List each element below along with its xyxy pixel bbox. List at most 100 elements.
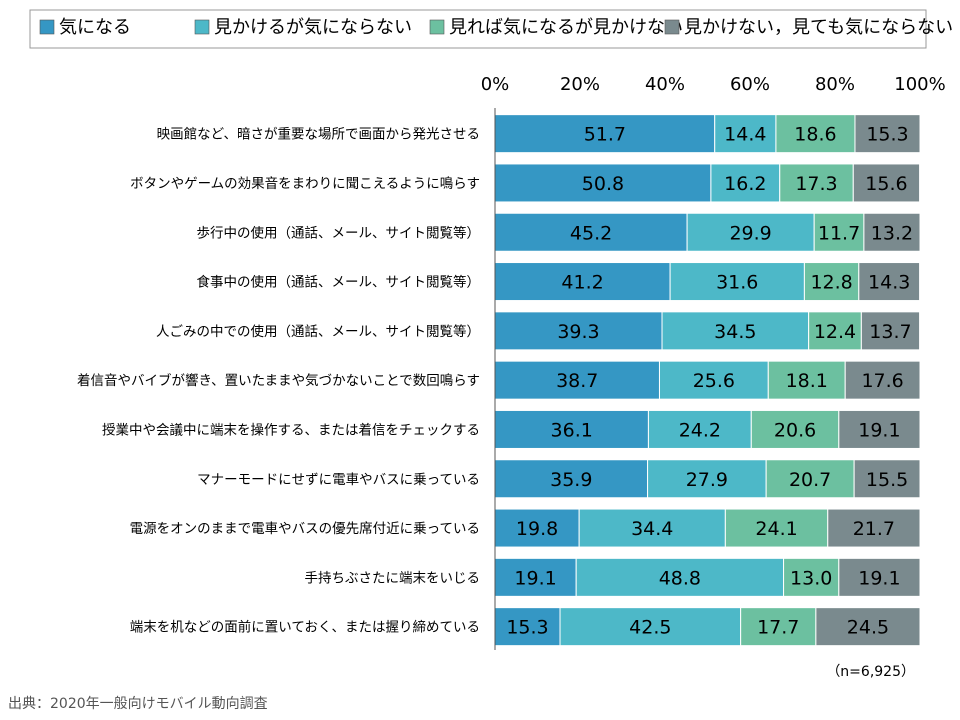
- bar-segment: [647, 409, 752, 449]
- bar-value-label: 29.9: [729, 222, 771, 244]
- bar-value-label: 21.7: [853, 518, 895, 540]
- bar-value-label: 13.0: [790, 567, 832, 589]
- bar-value-label: 34.5: [714, 321, 756, 343]
- x-tick-label: 60%: [730, 74, 770, 95]
- bar-value-label: 24.2: [679, 419, 721, 441]
- bar-segment: [494, 557, 577, 597]
- x-tick-label: 80%: [815, 74, 855, 95]
- bar-segment: [813, 212, 865, 252]
- bar-segment: [575, 557, 785, 597]
- bar-segment: [710, 163, 781, 203]
- bar-segment: [803, 262, 860, 302]
- category-label: 人ごみの中での使用（通話、メール、サイト閲覧等）: [156, 323, 480, 340]
- category-label: 食事中の使用（通話、メール、サイト閲覧等）: [197, 274, 481, 291]
- bar-value-label: 51.7: [584, 124, 626, 146]
- bar-segment: [838, 409, 921, 449]
- bar-segment: [750, 409, 840, 449]
- legend-label: 見かけるが気にならない: [214, 17, 412, 38]
- bar-value-label: 17.6: [861, 370, 903, 392]
- bar-segment: [838, 557, 921, 597]
- bar-value-label: 36.1: [551, 419, 593, 441]
- category-label: 歩行中の使用（通話、メール、サイト閲覧等）: [197, 224, 481, 241]
- bar-segment: [860, 311, 921, 351]
- category-label: 着信音やバイブが響き、置いたままや気づかないことで数回鳴らす: [77, 372, 480, 389]
- bar-segment: [494, 262, 671, 302]
- bar-segment: [858, 262, 921, 302]
- bar-value-label: 25.6: [693, 370, 735, 392]
- bar-value-label: 39.3: [557, 321, 599, 343]
- bar-segment: [815, 607, 921, 647]
- category-label: ボタンやゲームの効果音をまわりに聞こえるように鳴らす: [130, 175, 480, 192]
- bar-value-label: 24.1: [755, 518, 797, 540]
- bar-segment: [494, 607, 561, 647]
- bar-value-label: 18.6: [794, 124, 836, 146]
- bar-segment: [724, 508, 829, 548]
- bar-value-label: 14.4: [724, 124, 766, 146]
- bar-value-label: 13.2: [871, 222, 913, 244]
- bar-value-label: 15.5: [866, 469, 908, 491]
- bar-value-label: 12.4: [814, 321, 856, 343]
- legend-swatch: [194, 19, 210, 35]
- category-labels: 映画館など、暗さが重要な場所で画面から発光させるボタンやゲームの効果音をまわりに…: [77, 127, 480, 636]
- bar-value-label: 18.1: [786, 370, 828, 392]
- bar-value-label: 45.2: [570, 222, 612, 244]
- bar-segment: [658, 360, 769, 400]
- bar-segment: [827, 508, 921, 548]
- legend-label: 見かけない，見ても気にならない: [684, 17, 953, 38]
- bar-segment: [844, 360, 921, 400]
- legend-label: 気になる: [59, 17, 131, 38]
- bar-value-label: 19.1: [858, 419, 900, 441]
- bar-segment: [494, 508, 580, 548]
- bar-value-label: 11.7: [818, 222, 860, 244]
- category-label: 手持ちぶさたに端末をいじる: [305, 570, 481, 586]
- category-label: 電源をオンのままで電車やバスの優先席付近に乗っている: [130, 521, 480, 537]
- bar-segment: [783, 557, 840, 597]
- bar-value-label: 15.3: [506, 617, 548, 639]
- bar-value-label: 50.8: [582, 173, 624, 195]
- legend-label: 見れば気になるが見かけない: [449, 17, 683, 38]
- x-tick-label: 100%: [894, 74, 945, 95]
- bar-value-label: 12.8: [810, 272, 852, 294]
- bar-segment: [853, 459, 921, 499]
- bar-value-label: 16.2: [724, 173, 766, 195]
- bar-segment: [854, 114, 921, 154]
- bar-value-label: 15.6: [865, 173, 907, 195]
- bar-segment: [661, 311, 810, 351]
- bar-segment: [779, 163, 854, 203]
- bar-value-label: 19.1: [858, 567, 900, 589]
- bar-segment: [852, 163, 921, 203]
- bar-segment: [808, 311, 862, 351]
- bar-value-label: 19.1: [514, 567, 556, 589]
- bar-value-label: 42.5: [629, 617, 671, 639]
- bar-value-label: 14.3: [868, 272, 910, 294]
- legend-swatch: [39, 19, 55, 35]
- bar-segment: [647, 459, 767, 499]
- bar-value-label: 41.2: [561, 272, 603, 294]
- bar-value-label: 20.7: [789, 469, 831, 491]
- category-label: マナーモードにせずに電車やバスに乗っている: [197, 472, 480, 488]
- category-label: 授業中や会議中に端末を操作する、または着信をチェックする: [102, 421, 480, 438]
- bar-segment: [494, 212, 688, 252]
- bar-value-label: 17.7: [757, 617, 799, 639]
- bar-value-label: 19.8: [516, 518, 558, 540]
- bar-value-label: 27.9: [686, 469, 728, 491]
- bar-segment: [863, 212, 921, 252]
- bar-value-label: 35.9: [550, 469, 592, 491]
- bar-value-label: 15.3: [866, 124, 908, 146]
- bar-value-label: 24.5: [847, 617, 889, 639]
- bar-segment: [494, 114, 716, 154]
- bar-segment: [494, 360, 660, 400]
- x-tick-label: 40%: [645, 74, 685, 95]
- bar-value-label: 38.7: [556, 370, 598, 392]
- sample-size-note: （n=6,925）: [826, 664, 915, 680]
- bar-value-label: 20.6: [774, 419, 816, 441]
- bar-segment: [714, 114, 777, 154]
- bar-value-label: 48.8: [659, 567, 701, 589]
- legend-frame: [29, 9, 927, 49]
- bar-value-label: 13.7: [869, 321, 911, 343]
- bar-segment: [578, 508, 726, 548]
- x-tick-label: 20%: [560, 74, 600, 95]
- source-note: 出典：2020年一般向けモバイル動向調査: [8, 696, 268, 712]
- category-label: 映画館など、暗さが重要な場所で画面から発光させる: [157, 127, 480, 143]
